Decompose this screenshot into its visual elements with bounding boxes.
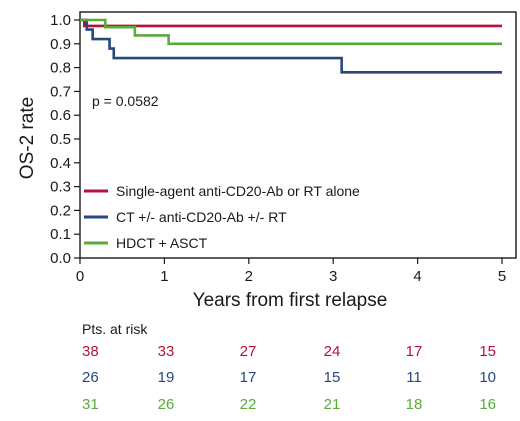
at-risk-value: 18 [406, 396, 423, 413]
at-risk-value: 26 [82, 369, 99, 386]
plot-frame [79, 11, 517, 259]
at-risk-value: 26 [158, 396, 175, 413]
y-tick-label: 1.0 [50, 12, 71, 29]
at-risk-value: 22 [240, 396, 257, 413]
at-risk-value: 15 [324, 369, 341, 386]
y-tick-label: 0.6 [50, 107, 71, 124]
series-line-3 [80, 18, 502, 46]
x-tick-label: 2 [245, 268, 253, 285]
y-tick-label: 0.2 [50, 202, 71, 219]
x-tick-label: 1 [160, 268, 168, 285]
at-risk-value: 33 [158, 343, 175, 360]
at-risk-value: 27 [240, 343, 257, 360]
at-risk-value: 38 [82, 343, 99, 360]
plot-area: 0.0 0.1 0.2 0.3 0.4 0.5 0.6 0.7 0.8 0.9 1.0 0 1 2 3 4 5 [50, 11, 517, 285]
series-line-1 [80, 18, 502, 28]
x-tick-label: 0 [76, 268, 84, 285]
at-risk-value: 10 [479, 369, 496, 386]
at-risk-value: 15 [479, 343, 496, 360]
at-risk-value: 19 [158, 369, 175, 386]
y-tick-label: 0.9 [50, 36, 71, 53]
at-risk-value: 17 [240, 369, 257, 386]
at-risk-value: 24 [324, 343, 341, 360]
y-tick-label: 0.7 [50, 83, 71, 100]
legend: Single-agent anti-CD20-Ab or RT alone CT … [84, 183, 360, 251]
y-tick-label: 0.4 [50, 155, 71, 172]
y-tick-label: 0.8 [50, 60, 71, 77]
at-risk-value: 21 [324, 396, 341, 413]
at-risk-title: Pts. at risk [82, 321, 148, 337]
y-axis-title: OS-2 rate [17, 97, 38, 179]
y-tick-label: 0.1 [50, 226, 71, 243]
legend-label: CT +/- anti-CD20-Ab +/- RT [116, 209, 287, 225]
at-risk-table: 38 33 27 24 17 15 26 19 17 15 11 10 31 26 22 21 18 16 [82, 343, 496, 413]
x-tick-label: 5 [498, 268, 506, 285]
at-risk-value: 16 [479, 396, 496, 413]
at-risk-value: 11 [406, 369, 422, 386]
at-risk-value: 31 [82, 396, 99, 413]
p-value-annotation: p = 0.0582 [92, 93, 159, 109]
y-tick-label: 0.5 [50, 131, 71, 148]
y-tick-label: 0.0 [50, 250, 71, 267]
series-line-2 [80, 18, 502, 74]
legend-label: HDCT + ASCT [116, 235, 208, 251]
y-tick-label: 0.3 [50, 179, 71, 196]
x-axis-title: Years from first relapse [193, 290, 388, 311]
x-tick-label: 4 [413, 268, 421, 285]
x-tick-label: 3 [329, 268, 337, 285]
legend-label: Single-agent anti-CD20-Ab or RT alone [116, 183, 360, 199]
at-risk-value: 17 [406, 343, 423, 360]
